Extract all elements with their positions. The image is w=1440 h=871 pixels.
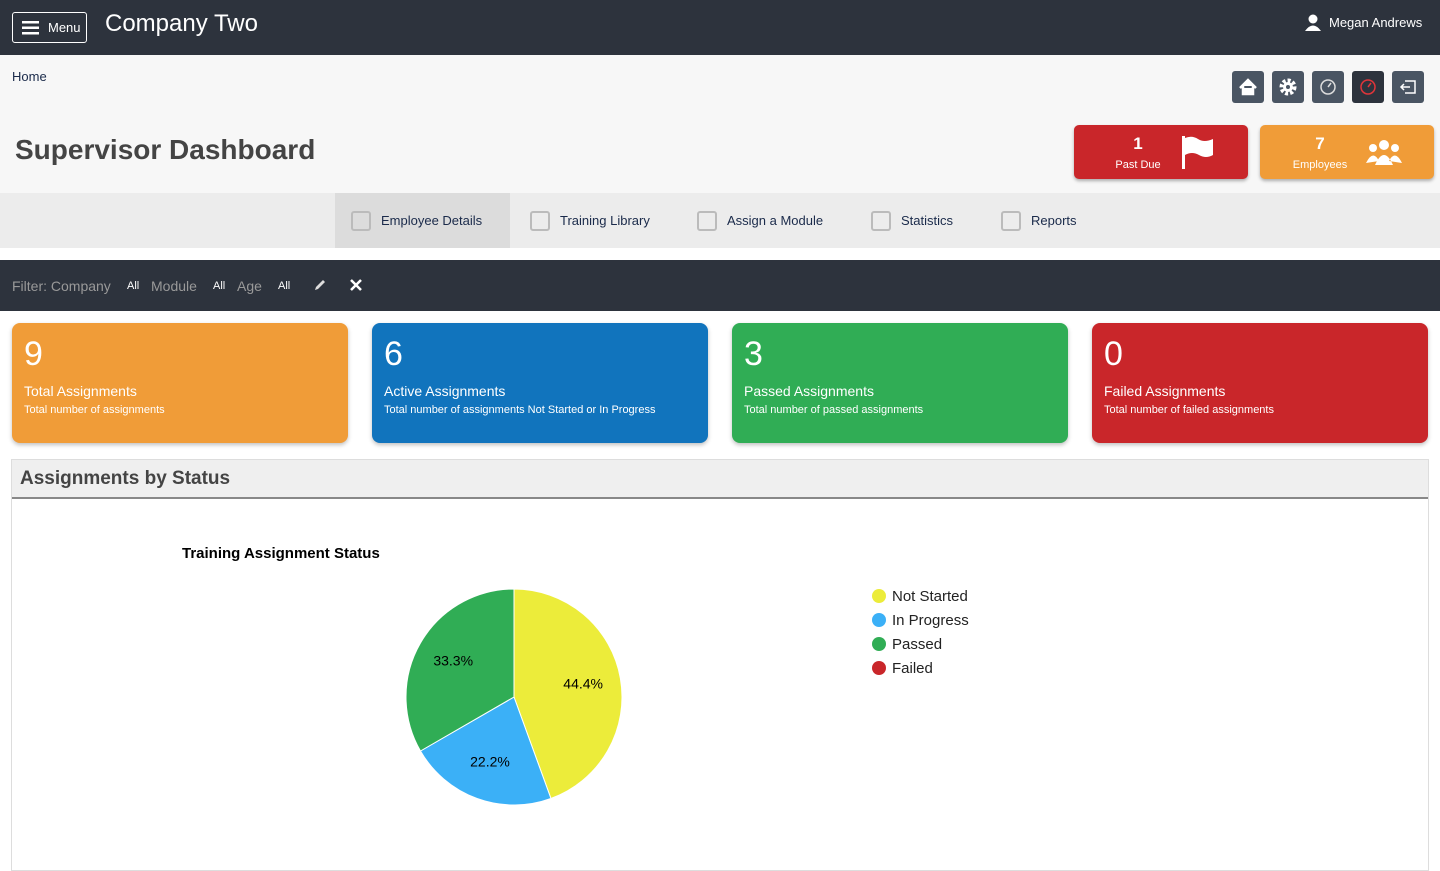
legend-label: Failed	[892, 660, 933, 677]
active-tab-bg	[335, 193, 510, 248]
slice-label: 44.4%	[563, 676, 603, 692]
card-description: Total number of passed assignments	[744, 404, 924, 416]
status-panel: Assignments by Status Training Assignmen…	[11, 459, 1429, 871]
filter-label: Age	[237, 278, 262, 294]
tab-icon	[871, 211, 891, 231]
badge-label: Past Due	[1115, 159, 1161, 171]
edit-icon[interactable]	[313, 278, 327, 292]
filter-label: Filter: Company	[12, 278, 111, 294]
top-bar: Menu Company Two Megan Andrews	[0, 0, 1440, 55]
card-title: Failed Assignments	[1104, 383, 1226, 399]
filter-value[interactable]: All	[278, 280, 291, 292]
legend-swatch	[872, 589, 886, 603]
dashboard-button[interactable]	[1312, 71, 1344, 103]
badge-value: 7	[1315, 134, 1325, 153]
card-description: Total number of assignments	[24, 404, 165, 416]
legend-label: Not Started	[892, 588, 968, 605]
pie-slice	[419, 696, 552, 806]
tab-icon-shape	[697, 211, 717, 231]
breadcrumb[interactable]: Home	[12, 69, 47, 84]
legend-swatch	[872, 637, 886, 651]
menu-button[interactable]: Menu	[12, 12, 87, 43]
tab-icon-shape	[1001, 211, 1021, 231]
legend-swatch	[872, 613, 886, 627]
card-value: 9	[24, 335, 43, 373]
flag-icon	[1182, 136, 1213, 169]
tab-icon	[697, 211, 717, 231]
badge-value: 1	[1133, 134, 1143, 153]
filter-label: Module	[151, 278, 197, 294]
card-value: 0	[1104, 335, 1123, 373]
pie-slice	[513, 588, 623, 800]
badge-label: Employees	[1292, 159, 1348, 171]
card-description: Total number of failed assignments	[1104, 404, 1274, 416]
card-description: Total number of assignments Not Started …	[384, 404, 656, 416]
filter-value[interactable]: All	[127, 280, 140, 292]
card-value: 3	[744, 335, 763, 373]
settings-button[interactable]	[1272, 71, 1304, 103]
user-icon	[1305, 14, 1321, 31]
company-name: Company Two	[105, 10, 258, 37]
pie-slice	[405, 588, 515, 752]
tab-icon	[530, 211, 550, 231]
chart-title: Training Assignment Status	[182, 545, 380, 562]
group-icon	[1366, 140, 1402, 165]
legend-swatch	[872, 661, 886, 675]
page-title: Supervisor Dashboard	[15, 134, 316, 165]
past-due-badge[interactable]: 1 Past Due	[1074, 125, 1248, 179]
clear-icon[interactable]	[349, 278, 363, 292]
card-title: Total Assignments	[24, 383, 137, 399]
legend-label: Passed	[892, 636, 942, 653]
panel-title: Assignments by Status	[20, 468, 231, 489]
pie-chart: Training Assignment Status 44.4% Not Star…	[182, 545, 969, 806]
tab[interactable]: Employee Details	[381, 213, 483, 228]
tab-bar: Employee Details Training Library Assign a…	[0, 193, 1440, 248]
tab-icon-shape	[351, 211, 371, 231]
tab[interactable]: Assign a Module	[727, 213, 824, 228]
stat-card: 6 Active Assignments Total number of assig…	[372, 323, 708, 443]
slice-label: 22.2%	[470, 754, 510, 770]
tab[interactable]: Statistics	[901, 213, 954, 228]
filter-value[interactable]: All	[213, 280, 226, 292]
stat-card: 3 Passed Assignments Total number of passe…	[732, 323, 1068, 443]
home-button[interactable]	[1232, 71, 1264, 103]
stat-card: 9 Total Assignments Total number of assign…	[12, 323, 348, 443]
stat-card: 0 Failed Assignments Total number of faile…	[1092, 323, 1428, 443]
legend-label: In Progress	[892, 612, 969, 629]
employees-badge[interactable]: 7 Employees	[1260, 125, 1434, 179]
logout-button[interactable]	[1392, 71, 1424, 103]
user-name[interactable]: Megan Andrews	[1329, 15, 1423, 30]
slice-label: 33.3%	[433, 653, 473, 669]
card-title: Active Assignments	[384, 383, 506, 399]
tab-icon	[351, 211, 371, 231]
alert-button[interactable]	[1352, 71, 1384, 103]
tab-icon	[1001, 211, 1021, 231]
card-title: Passed Assignments	[744, 383, 874, 399]
tab-icon-shape	[871, 211, 891, 231]
tab-icon-shape	[530, 211, 550, 231]
menu-icon	[22, 21, 39, 35]
card-value: 6	[384, 335, 403, 373]
tab[interactable]: Reports	[1031, 213, 1077, 228]
menu-label: Menu	[48, 20, 81, 35]
panel-header: Assignments by Status	[12, 460, 1428, 499]
tab[interactable]: Training Library	[560, 213, 650, 228]
filter-bar: Filter: Company All Module All Age All	[0, 260, 1440, 311]
